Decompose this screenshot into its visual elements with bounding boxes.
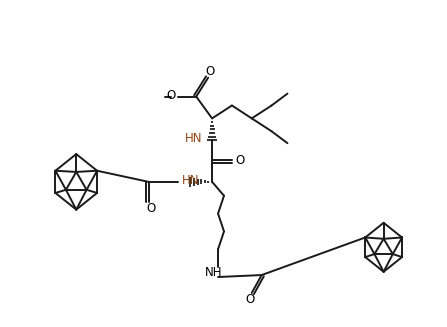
Text: O: O xyxy=(245,293,254,306)
Text: O: O xyxy=(235,154,245,166)
Text: O: O xyxy=(206,65,215,78)
Text: O: O xyxy=(166,89,175,102)
Text: O: O xyxy=(146,202,155,215)
Text: HN: HN xyxy=(182,174,200,187)
Text: NH: NH xyxy=(205,266,223,279)
Text: HN: HN xyxy=(185,132,202,145)
